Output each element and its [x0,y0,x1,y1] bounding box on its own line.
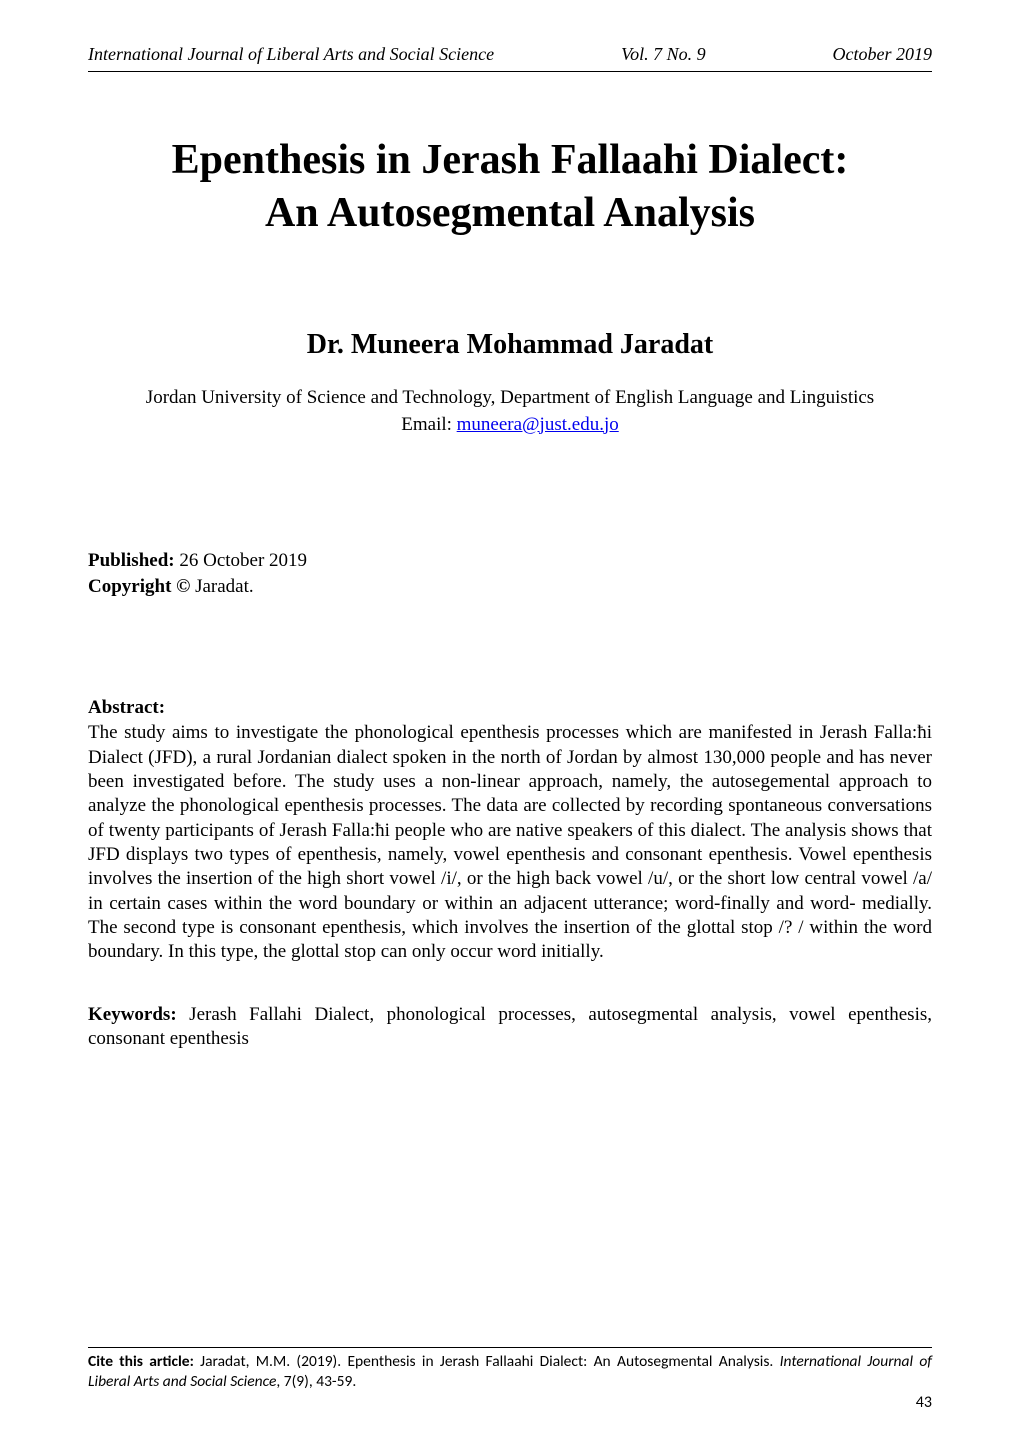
keywords-section: Keywords: Jerash Fallahi Dialect, phonol… [88,1003,932,1052]
published-date: 26 October 2019 [175,550,307,571]
journal-title: International Journal of Liberal Arts an… [88,44,494,65]
abstract-heading: Abstract: [88,697,932,719]
author-email-link[interactable]: muneera@just.edu.jo [457,414,619,435]
cite-text: Jaradat, M.M. (2019). Epenthesis in Jera… [194,1352,780,1371]
keywords-body: Jerash Fallahi Dialect, phonological pro… [88,1004,932,1049]
volume-issue: Vol. 7 No. 9 [621,44,706,65]
running-header: International Journal of Liberal Arts an… [88,44,932,72]
copyright-holder: Jaradat. [190,576,253,597]
issue-date: October 2019 [833,44,932,65]
citation-rule [88,1347,932,1348]
publication-block: Published: 26 October 2019 Copyright © J… [88,548,932,599]
article-title: Epenthesis in Jerash Fallaahi Dialect: A… [88,134,932,239]
email-label: Email: [401,414,456,435]
citation-block: Cite this article: Jaradat, M.M. (2019).… [88,1352,932,1391]
author-name: Dr. Muneera Mohammad Jaradat [88,329,932,361]
affiliation-text: Jordan University of Science and Technol… [146,387,874,408]
published-label: Published: [88,550,175,571]
affiliation: Jordan University of Science and Technol… [88,385,932,438]
keywords-label: Keywords: [88,1004,177,1025]
title-line-1: Epenthesis in Jerash Fallaahi Dialect: [172,137,849,183]
cite-tail: , 7(9), 43-59. [276,1372,356,1391]
flex-spacer [88,1051,932,1347]
title-line-2: An Autosegmental Analysis [265,190,755,236]
abstract-body: The study aims to investigate the phonol… [88,721,932,964]
cite-label: Cite this article: [88,1352,194,1371]
abstract-section: Abstract: The study aims to investigate … [88,697,932,964]
copyright-label: Copyright © [88,576,190,597]
page: International Journal of Liberal Arts an… [0,0,1020,1442]
page-number: 43 [88,1393,932,1412]
